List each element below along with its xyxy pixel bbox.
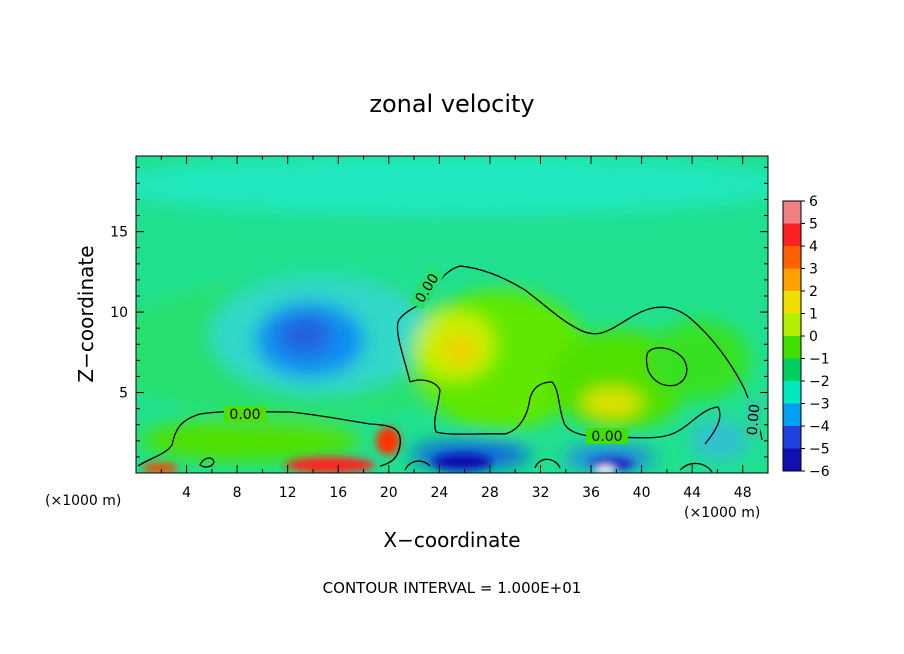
contour-zero-left [137,410,401,467]
colorbar-swatch [783,336,801,359]
colorbar-swatch [783,268,801,292]
x-tick-label: 32 [532,485,550,501]
x-tick-label: 16 [329,485,347,501]
colorbar-swatch [783,201,801,224]
field-fill [136,156,768,470]
x-axis-label: X−coordinate [383,528,520,552]
contour-label: 0.00 [745,404,764,436]
colorbar-label: −4 [809,419,830,435]
colorbar-swatch [783,291,801,314]
colorbar-label: −6 [809,464,830,480]
colorbar-label: −2 [809,374,830,390]
colorbar-label: −1 [809,352,830,368]
y-ticks: 5 10 15 [110,166,768,458]
chart-title: zonal velocity [369,90,534,118]
colorbar-label: 1 [809,307,818,323]
x-tick-label: 8 [233,485,242,501]
contour-zero-center [396,265,763,441]
x-tick-label: 44 [683,485,701,501]
contour-zero-bottom-2 [404,460,431,471]
contour-zero-bottom-4 [679,462,713,473]
colorbar-swatch [783,313,801,337]
colorbar-label: 6 [809,194,818,210]
contour-zero-loop [645,347,688,387]
contour-label: 0.00 [591,429,622,445]
colorbar-label: 4 [809,239,818,255]
x-tick-label: 28 [481,485,499,501]
colorbar-label: 5 [809,217,818,233]
colorbar-swatch [783,426,801,449]
contour-label: 0.00 [229,407,260,423]
x-unit-left: (×1000 m) [45,493,121,509]
y-tick-label: 15 [110,225,128,241]
contour-zero-lower [409,379,721,445]
colorbar-label: −5 [809,442,830,458]
y-tick-label: 10 [110,305,128,321]
colorbar-swatch [783,223,801,247]
colorbar: 6 5 4 3 2 1 0 −1 −2 −3 −4 −5 −6 [782,194,830,480]
contour-interval-footer: CONTOUR INTERVAL = 1.000E+01 [323,579,582,597]
x-tick-label: 20 [380,485,398,501]
plot-area: 0.00 0.00 0.00 0.00 4 8 12 16 20 24 28 32 36 40 44… [110,155,769,501]
contour-zero-bottom-1 [199,457,215,468]
x-tick-label: 12 [279,485,297,501]
colorbar-label: 0 [809,329,818,345]
colorbar-label: 2 [809,284,818,300]
colorbar-label: 3 [809,262,818,278]
y-axis-label: Z−coordinate [74,245,98,382]
x-unit-right: (×1000 m) [684,505,760,521]
x-tick-label: 40 [633,485,651,501]
colorbar-swatch [783,403,801,427]
y-tick-label: 5 [119,386,128,402]
x-tick-label: 48 [734,485,752,501]
colorbar-swatch [783,381,801,404]
x-tick-label: 36 [582,485,600,501]
plot-frame [135,155,769,474]
x-tick-label: 4 [182,485,191,501]
zero-contours [137,265,763,473]
x-tick-label: 24 [430,485,448,501]
colorbar-label: −3 [809,397,830,413]
colorbar-swatch [783,448,801,472]
colorbar-swatch [783,246,801,269]
x-ticks: 4 8 12 16 20 24 28 32 36 40 44 48 [160,156,752,501]
colorbar-swatch [783,358,801,382]
contour-zero-bottom-3 [534,458,561,469]
field-cores [142,427,634,473]
